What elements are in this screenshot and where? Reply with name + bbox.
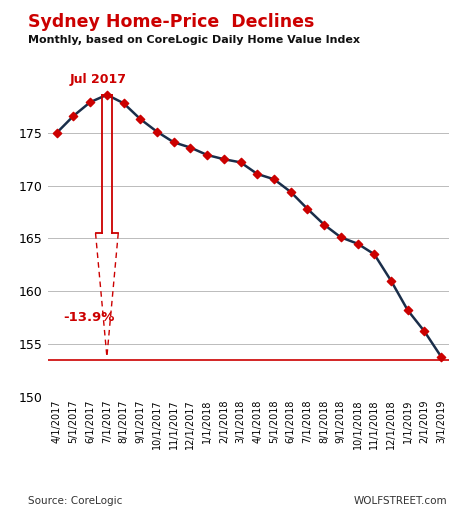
Point — [220, 155, 228, 163]
Point — [371, 250, 378, 259]
Text: Sydney Home-Price  Declines: Sydney Home-Price Declines — [28, 13, 314, 31]
Point — [304, 205, 311, 213]
Point — [154, 127, 161, 136]
Point — [354, 240, 361, 248]
Point — [203, 151, 211, 159]
Point — [387, 276, 395, 285]
Point — [404, 306, 411, 314]
Point — [254, 170, 261, 178]
Text: Jul 2017: Jul 2017 — [70, 73, 127, 87]
Point — [320, 221, 328, 229]
Point — [87, 98, 94, 106]
Point — [337, 233, 344, 242]
Point — [170, 138, 177, 146]
Text: -13.9%: -13.9% — [63, 311, 114, 324]
Point — [421, 327, 428, 335]
Point — [437, 353, 445, 361]
Point — [70, 112, 77, 120]
Text: WOLFSTREET.com: WOLFSTREET.com — [354, 496, 447, 506]
Point — [187, 143, 194, 152]
Point — [103, 91, 111, 99]
Point — [136, 115, 144, 123]
Point — [53, 129, 60, 137]
Text: Source: CoreLogic: Source: CoreLogic — [28, 496, 122, 506]
Point — [287, 188, 295, 196]
Point — [270, 175, 278, 183]
Text: Monthly, based on CoreLogic Daily Home Value Index: Monthly, based on CoreLogic Daily Home V… — [28, 35, 360, 45]
Point — [120, 99, 127, 108]
Point — [237, 158, 244, 166]
